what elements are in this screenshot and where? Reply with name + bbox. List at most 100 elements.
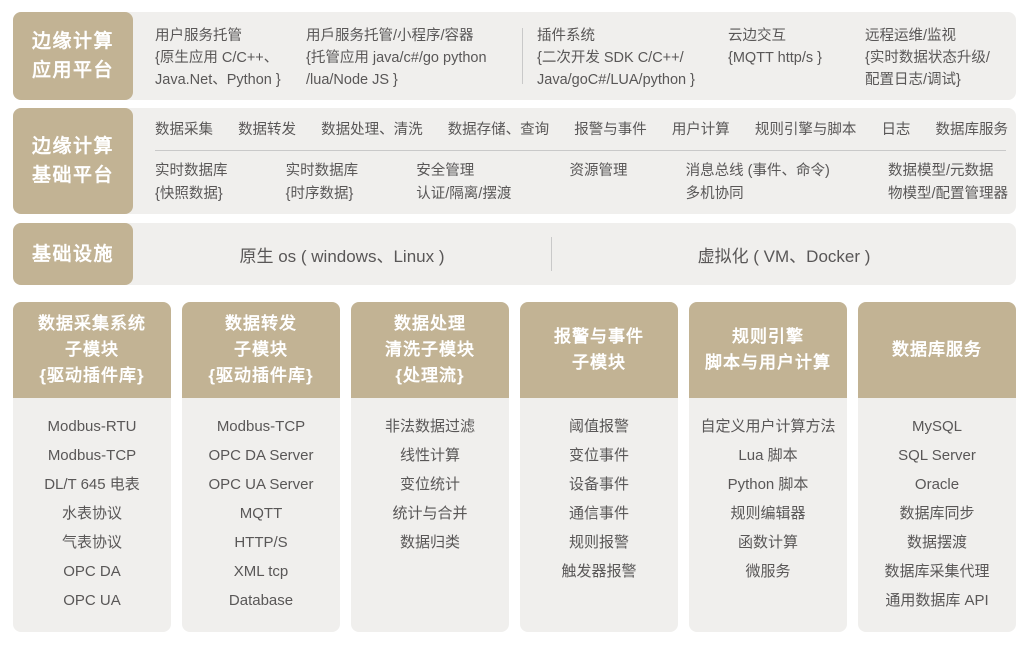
app-col-hosting-miniapp-container: 用戶服务托管/小程序/容器 {托管应用 java/c#/go python /l… [306,25,512,91]
module-item: Modbus-RTU [47,418,137,435]
module-item: 通信事件 [568,505,629,522]
app-col-title: 用户服务托管 [155,28,242,44]
component-item: 安全管理 认证/隔离/摆渡 [416,163,512,202]
app-platform-content: 用户服务托管 {原生应用 C/C++、 Java.Net、Python } 用戶… [13,12,1016,91]
module-title: 数据转发 子模块 {驱动插件库} [182,302,340,398]
module-item: 规则编辑器 [730,505,806,522]
component-item: 资源管理 [569,163,628,179]
infrastructure-label-text: 基础设施 [31,243,114,265]
module-item: 水表协议 [61,505,122,522]
app-col-remote-ops-monitoring: 远程运维/监视 {实时数据状态升级/ 配置日志/调试} [865,25,1008,91]
module-item: 非法数据过滤 [384,418,475,435]
module-card-data-collection: 数据采集系统 子模块 {驱动插件库} Modbus-RTU Modbus-TCP D… [13,302,171,632]
app-col-title: 用戶服务托管/小程序/容器 [306,28,474,44]
module-item: Modbus-TCP [216,418,306,435]
module-list: Modbus-TCP OPC DA Server OPC UA Server MQTT… [182,398,340,632]
app-col-detail: {原生应用 C/C++、 Java.Net、Python } [155,50,281,88]
vertical-divider [551,237,552,271]
service-item: 日志 [881,122,911,138]
app-col-plugin-system: 插件系统 {二次开发 SDK C/C++/ Java/goC#/LUA/pyth… [537,25,715,91]
service-item: 规则引擎与脚本 [754,122,857,138]
module-item: 设备事件 [568,476,629,493]
module-list: MySQL SQL Server Oracle 数据库同步数据摆渡数据库采集代理 通用数… [858,398,1016,632]
module-item: 函数计算 [737,534,798,551]
component-item: 实时数据库 {快照数据} [155,163,228,202]
component-item: 消息总线 (事件、命令) 多机协同 [685,163,830,202]
base-platform-band: 边缘计算 基础平台 数据采集 数据转发 数据处理、清洗 数据存储、查询 报警与事件 用户计… [13,108,1016,214]
module-card-rule-engine: 规则引擎 脚本与用户计算 自定义用户计算方法 Lua 脚本 Python 脚本 规则编… [689,302,847,632]
infrastructure-content: 原生 os ( windows、Linux ) 虚拟化 ( VM、Docker … [13,223,1016,285]
app-col-title: 云边交互 [728,28,786,44]
module-title: 规则引擎 脚本与用户计算 [689,302,847,398]
base-platform-label: 边缘计算 基础平台 [13,108,133,214]
module-card-database-services: 数据库服务 MySQL SQL Server Oracle 数据库同步 数据摆渡 数据库采… [858,302,1016,632]
module-card-data-forwarding: 数据转发 子模块 {驱动插件库} Modbus-TCP OPC DA Server… [182,302,340,632]
app-platform-band: 边缘计算 应用平台 用户服务托管 {原生应用 C/C++、 Java.Net、P… [13,12,1016,100]
module-item: 变位统计 [399,476,460,493]
module-item: Modbus-TCP [47,447,137,464]
module-list: Modbus-RTU Modbus-TCP DL/T 645 电表 水表协议气表协议 O… [13,398,171,632]
module-item: 自定义用户计算方法 [700,418,836,435]
module-cards: 数据采集系统 子模块 {驱动插件库} Modbus-RTU Modbus-TCP D… [13,302,1016,632]
component-item: 数据模型/元数据 物模型/配置管理器 [887,163,1008,202]
module-item: XML tcp [233,563,289,580]
module-item: MQTT [239,505,283,522]
module-item: HTTP/S [234,534,288,551]
module-item: 气表协议 [61,534,122,551]
component-item: 实时数据库 {时序数据} [285,163,359,202]
module-item: DL/T 645 电表 [44,476,140,493]
module-item: Database [228,592,294,609]
module-item: 线性计算 [399,447,460,464]
app-col-detail: {实时数据状态升级/ 配置日志/调试} [865,50,990,88]
infrastructure-band: 基础设施 原生 os ( windows、Linux ) 虚拟化 ( VM、Do… [13,223,1016,285]
module-item: 数据库同步 [899,505,975,522]
service-item: 数据采集 [155,122,213,138]
module-item: MySQL [911,418,962,435]
module-item: 数据归类 [399,534,460,551]
module-card-data-processing: 数据处理 清洗子模块 {处理流} 非法数据过滤 线性计算变位统计统计与合并数据归类 [351,302,509,632]
app-col-cloud-edge-interaction: 云边交互 {MQTT http/s } [728,25,846,69]
app-col-detail: {二次开发 SDK C/C++/ Java/goC#/LUA/python } [537,50,695,88]
app-col-detail: {MQTT http/s } [728,50,823,66]
module-item: OPC DA [63,563,121,580]
base-platform-components: 实时数据库 {快照数据} 实时数据库 {时序数据} 安全管理 认证/隔离/摆渡 资源管… [155,160,1008,206]
module-item: OPC UA Server [208,476,314,493]
virtualization-item: 虚拟化 ( VM、Docker ) [697,246,871,266]
infrastructure-label: 基础设施 [13,223,133,285]
module-item: 数据摆渡 [906,534,967,551]
service-item: 数据库服务 [935,122,1009,138]
base-platform-content: 数据采集 数据转发 数据处理、清洗 数据存储、查询 报警与事件 用户计算 规则引擎与脚本 日志… [13,108,1016,206]
module-item: SQL Server [898,447,976,464]
module-item: 变位事件 [568,447,629,464]
app-platform-label: 边缘计算 应用平台 [13,12,133,100]
module-item: Python 脚本 [727,476,809,493]
module-card-alarm-events: 报警与事件 子模块 阈值报警 变位事件 设备事件 通信事件 规则报警 触发器报警 [520,302,678,632]
service-item: 数据存储、查询 [447,122,550,138]
module-item: Lua 脚本 [738,447,798,464]
module-item: Oracle [914,476,960,493]
module-list: 自定义用户计算方法 Lua 脚本 Python 脚本 规则编辑器函数计算微服务 [689,398,847,632]
native-os-item: 原生 os ( windows、Linux ) [239,246,445,266]
module-item: 通用数据库 API [885,592,989,609]
base-platform-label-line1: 边缘计算 [31,136,114,157]
module-list: 非法数据过滤 线性计算变位统计统计与合并数据归类 [351,398,509,632]
module-title: 报警与事件 子模块 [520,302,678,398]
service-item: 报警与事件 [574,122,647,138]
app-col-title: 插件系统 [537,28,595,44]
app-col-title: 远程运维/监视 [865,28,957,44]
service-item: 用户计算 [671,122,730,138]
module-item: OPC UA [63,592,121,609]
base-platform-label-line2: 基础平台 [31,165,114,186]
module-item: 数据库采集代理 [884,563,990,580]
module-item: 统计与合并 [392,505,468,522]
service-item: 数据处理、清洗 [321,122,423,138]
module-item: 微服务 [745,563,791,580]
app-col-user-service-hosting: 用户服务托管 {原生应用 C/C++、 Java.Net、Python } [155,25,306,91]
module-title: 数据处理 清洗子模块 {处理流} [351,302,509,398]
module-item: 规则报警 [568,534,629,551]
app-platform-label-line1: 边缘计算 [31,31,114,52]
base-platform-services: 数据采集 数据转发 数据处理、清洗 数据存储、查询 报警与事件 用户计算 规则引擎与脚本 日志… [155,120,1008,140]
app-platform-label-line2: 应用平台 [31,60,114,81]
module-item: 触发器报警 [561,563,637,580]
vertical-divider [522,28,523,84]
